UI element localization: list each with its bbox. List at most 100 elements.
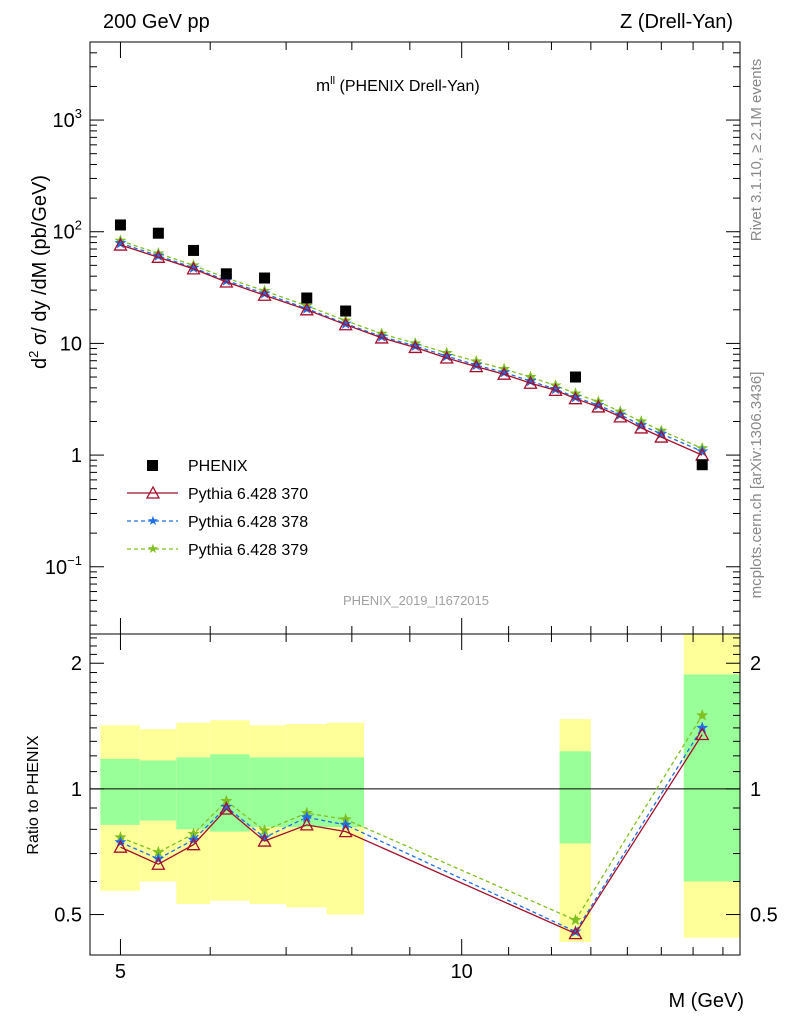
ratio-series <box>113 709 710 940</box>
ratio-y-ticks: 0.5 0.5 1 1 2 2 <box>54 637 778 927</box>
ratio-series-marker-0 <box>299 817 314 831</box>
ratio-series-marker-0 <box>151 856 166 870</box>
data-point-phenix <box>152 227 164 239</box>
main-series-marker-0 <box>548 382 563 396</box>
data-point-phenix <box>569 371 581 383</box>
main-series-line-0 <box>120 244 703 456</box>
ylabel-main-pre: d <box>29 358 51 369</box>
ratio-band-inner <box>176 757 211 830</box>
legend-label-phenix: PHENIX <box>188 458 248 475</box>
main-series-marker-0 <box>568 391 583 405</box>
main-x-ticks <box>119 42 724 634</box>
ratio-series-line-2 <box>120 715 703 921</box>
x-tick-label: 5 <box>115 961 126 983</box>
main-series-marker-0 <box>408 340 423 354</box>
x-tick-label: 10 <box>451 961 473 983</box>
main-series-marker-1 <box>339 317 352 329</box>
main-y-tick-label: 10−1 <box>45 553 82 579</box>
main-series-line-2 <box>120 240 703 449</box>
ratio-y-tick-label-left: 1 <box>71 779 82 801</box>
analysis-id: PHENIX_2019_I1672015 <box>343 593 489 608</box>
ratio-bands <box>100 634 740 942</box>
main-series-marker-0 <box>523 375 538 389</box>
main-series-marker-1 <box>300 302 313 314</box>
legend-marker-379: ★ <box>147 542 159 557</box>
main-y-tick-label: 1 <box>71 445 82 467</box>
main-y-tick-label: 10 <box>60 333 82 355</box>
data-point-phenix <box>340 305 352 317</box>
legend: PHENIX Pythia 6.428 370 ★ Pythia 6.428 3… <box>127 458 308 559</box>
main-series-marker-0 <box>469 359 484 373</box>
ratio-series-marker-2 <box>569 913 582 926</box>
ratio-y-tick-label-left: 2 <box>71 653 82 675</box>
main-series-marker-1 <box>569 390 582 403</box>
ratio-series-marker-0 <box>338 824 353 838</box>
ratio-band-inner <box>683 674 740 882</box>
main-data-points <box>114 219 708 471</box>
legend-label-378: Pythia 6.428 378 <box>188 514 308 531</box>
main-series-marker-1 <box>375 330 388 342</box>
ratio-y-tick-label-left: 0.5 <box>54 905 82 927</box>
legend-label-379: Pythia 6.428 379 <box>188 542 308 559</box>
header-right: Z (Drell-Yan) <box>620 11 733 33</box>
main-series-marker-0 <box>591 399 606 413</box>
main-series-marker-1 <box>409 339 422 352</box>
ylabel-main-rest: σ/ dy /dM (pb/GeV) <box>29 175 51 351</box>
ratio-band-inner <box>100 758 140 825</box>
ratio-series-marker-0 <box>695 727 710 741</box>
x-axis-label: M (GeV) <box>668 990 744 1012</box>
ratio-series-marker-1 <box>258 831 271 843</box>
ratio-y-tick-label-right: 1 <box>750 779 761 801</box>
ratio-series-marker-0 <box>568 926 583 940</box>
main-series-marker-0 <box>374 330 389 344</box>
main-series-marker-0 <box>634 420 649 434</box>
ratio-band-inner <box>559 751 591 844</box>
data-point-phenix <box>696 459 708 471</box>
main-series-marker-0 <box>219 274 234 288</box>
ratio-series-marker-0 <box>113 839 128 853</box>
mcplots-label: mcplots.cern.ch [arXiv:1306.3436] <box>748 372 765 599</box>
ylabel-main-sup: 2 <box>26 351 41 358</box>
ratio-x-ticks: 5 10 <box>115 634 724 983</box>
main-series-marker-0 <box>299 302 314 316</box>
ratio-series-marker-2 <box>696 709 709 721</box>
main-y-tick-label: 102 <box>53 218 82 244</box>
ratio-series-line-0 <box>120 734 703 935</box>
y-axis-label-ratio: Ratio to PHENIX <box>25 735 42 854</box>
main-series-marker-0 <box>257 287 272 301</box>
ratio-y-tick-label-right: 2 <box>750 653 761 675</box>
main-series-marker-1 <box>187 261 200 273</box>
data-point-phenix <box>301 292 313 304</box>
data-point-phenix <box>259 272 271 284</box>
main-series-marker-0 <box>113 237 128 251</box>
main-series-marker-1 <box>152 249 165 261</box>
main-series-marker-0 <box>439 350 454 364</box>
plot-title-sup: ll <box>330 75 335 87</box>
y-axis-label-main: d2 σ/ dy /dM (pb/GeV) <box>26 175 51 369</box>
data-point-phenix <box>220 268 232 280</box>
main-series-marker-1 <box>655 427 668 439</box>
ratio-panel: 0.5 0.5 1 1 2 2 5 10 <box>54 633 778 983</box>
main-series-marker-1 <box>696 445 709 457</box>
main-series-marker-0 <box>186 261 201 275</box>
main-series-marker-0 <box>151 249 166 263</box>
main-series-marker-0 <box>654 429 669 443</box>
ratio-band-inner <box>139 760 177 821</box>
main-series-line-1 <box>120 242 703 452</box>
main-series-marker-0 <box>613 409 628 423</box>
legend-marker-phenix <box>147 460 158 471</box>
plot-title-main: m <box>316 76 330 95</box>
legend-marker-370 <box>145 485 161 499</box>
main-y-tick-label: 103 <box>53 106 82 132</box>
plot-title: mll (PHENIX Drell-Yan) <box>316 75 480 95</box>
ratio-frame <box>89 633 741 956</box>
plot-title-rest: (PHENIX Drell-Yan) <box>335 78 480 95</box>
ratio-series-marker-0 <box>186 837 201 851</box>
ratio-y-tick-label-right: 0.5 <box>750 905 778 927</box>
ratio-band-inner <box>249 757 287 828</box>
main-series-marker-0 <box>338 317 353 331</box>
data-point-phenix <box>114 219 126 231</box>
